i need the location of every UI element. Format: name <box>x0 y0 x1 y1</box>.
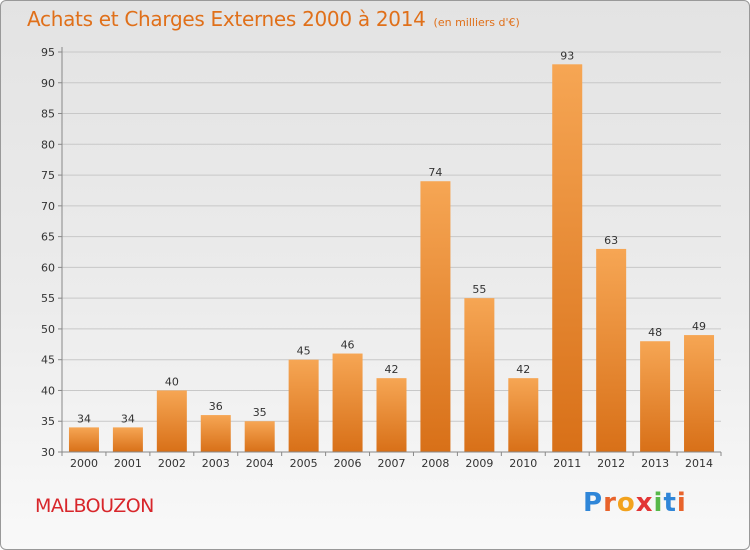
y-tick-label: 85 <box>41 108 55 121</box>
logo-letter: x <box>635 488 654 518</box>
bars <box>68 64 715 453</box>
x-tick-label: 2011 <box>553 457 581 470</box>
bar-2010 <box>508 378 539 452</box>
bar-2003 <box>200 415 231 452</box>
y-tick-label: 90 <box>41 77 55 90</box>
logo-letter: i <box>676 488 687 518</box>
x-tick-label: 2013 <box>641 457 669 470</box>
logo-letter: i <box>653 488 664 518</box>
x-tick-label: 2001 <box>114 457 142 470</box>
y-tick-label: 60 <box>41 261 55 274</box>
y-tick-label: 70 <box>41 200 55 213</box>
data-label: 74 <box>428 166 442 179</box>
bar-2001 <box>112 427 143 452</box>
y-tick-label: 75 <box>41 169 55 182</box>
bar-2013 <box>640 341 671 452</box>
bar-2002 <box>156 390 187 452</box>
logo-letter: o <box>616 488 636 518</box>
logo-letter: P <box>583 488 604 518</box>
x-tick-label: 2000 <box>70 457 98 470</box>
title-row: Achats et Charges Externes 2000 à 2014 (e… <box>27 7 520 31</box>
bar-2004 <box>244 421 275 452</box>
x-tick-label: 2002 <box>158 457 186 470</box>
y-tick-label: 65 <box>41 231 55 244</box>
data-label: 34 <box>121 412 135 425</box>
data-label: 93 <box>560 49 574 62</box>
data-label: 40 <box>165 375 179 388</box>
commune-name: MALBOUZON <box>35 495 154 517</box>
bar-2006 <box>332 353 363 452</box>
data-label: 55 <box>472 283 486 296</box>
data-labels: 34 34 40 36 35 45 46 42 74 55 42 93 63 48 49 <box>77 49 706 425</box>
data-label: 48 <box>648 326 662 339</box>
data-label: 42 <box>516 363 530 376</box>
y-tick-label: 45 <box>41 354 55 367</box>
logo-letter: r <box>603 488 617 518</box>
y-tick-label: 55 <box>41 292 55 305</box>
data-label: 35 <box>253 406 267 419</box>
bar-2009 <box>464 298 495 452</box>
axes: 30 35 40 45 50 55 60 65 70 75 80 85 90 95 2000 2001 2002… <box>41 46 722 470</box>
y-tick-label: 50 <box>41 323 55 336</box>
x-tick-label: 2007 <box>378 457 406 470</box>
x-tick-label: 2009 <box>465 457 493 470</box>
data-label: 49 <box>692 320 706 333</box>
x-tick-label: 2004 <box>246 457 274 470</box>
data-label: 46 <box>341 339 355 352</box>
bar-2008 <box>420 181 451 452</box>
bar-2014 <box>684 335 715 452</box>
logo-letter: t <box>663 488 677 518</box>
proxiti-logo: Proxiti <box>583 488 687 518</box>
x-tick-label: 2010 <box>509 457 537 470</box>
y-tick-label: 30 <box>41 446 55 459</box>
y-tick-label: 80 <box>41 138 55 151</box>
bar-2011 <box>552 64 583 453</box>
chart-title: Achats et Charges Externes 2000 à 2014 <box>27 7 426 31</box>
x-tick-label: 2008 <box>421 457 449 470</box>
data-label: 42 <box>385 363 399 376</box>
chart-subtitle: (en milliers d'€) <box>433 16 520 29</box>
data-label: 34 <box>77 412 91 425</box>
x-tick-label: 2014 <box>685 457 713 470</box>
y-tick-label: 35 <box>41 415 55 428</box>
data-label: 36 <box>209 400 223 413</box>
data-label: 63 <box>604 234 618 247</box>
x-tick-label: 2003 <box>202 457 230 470</box>
bar-2012 <box>596 248 627 452</box>
x-tick-label: 2012 <box>597 457 625 470</box>
x-tick-label: 2006 <box>334 457 362 470</box>
bar-2000 <box>68 427 99 452</box>
y-tick-label: 40 <box>41 384 55 397</box>
bar-2005 <box>288 359 319 452</box>
y-tick-label: 95 <box>41 46 55 59</box>
bar-2007 <box>376 378 407 452</box>
x-tick-label: 2005 <box>290 457 318 470</box>
data-label: 45 <box>297 345 311 358</box>
